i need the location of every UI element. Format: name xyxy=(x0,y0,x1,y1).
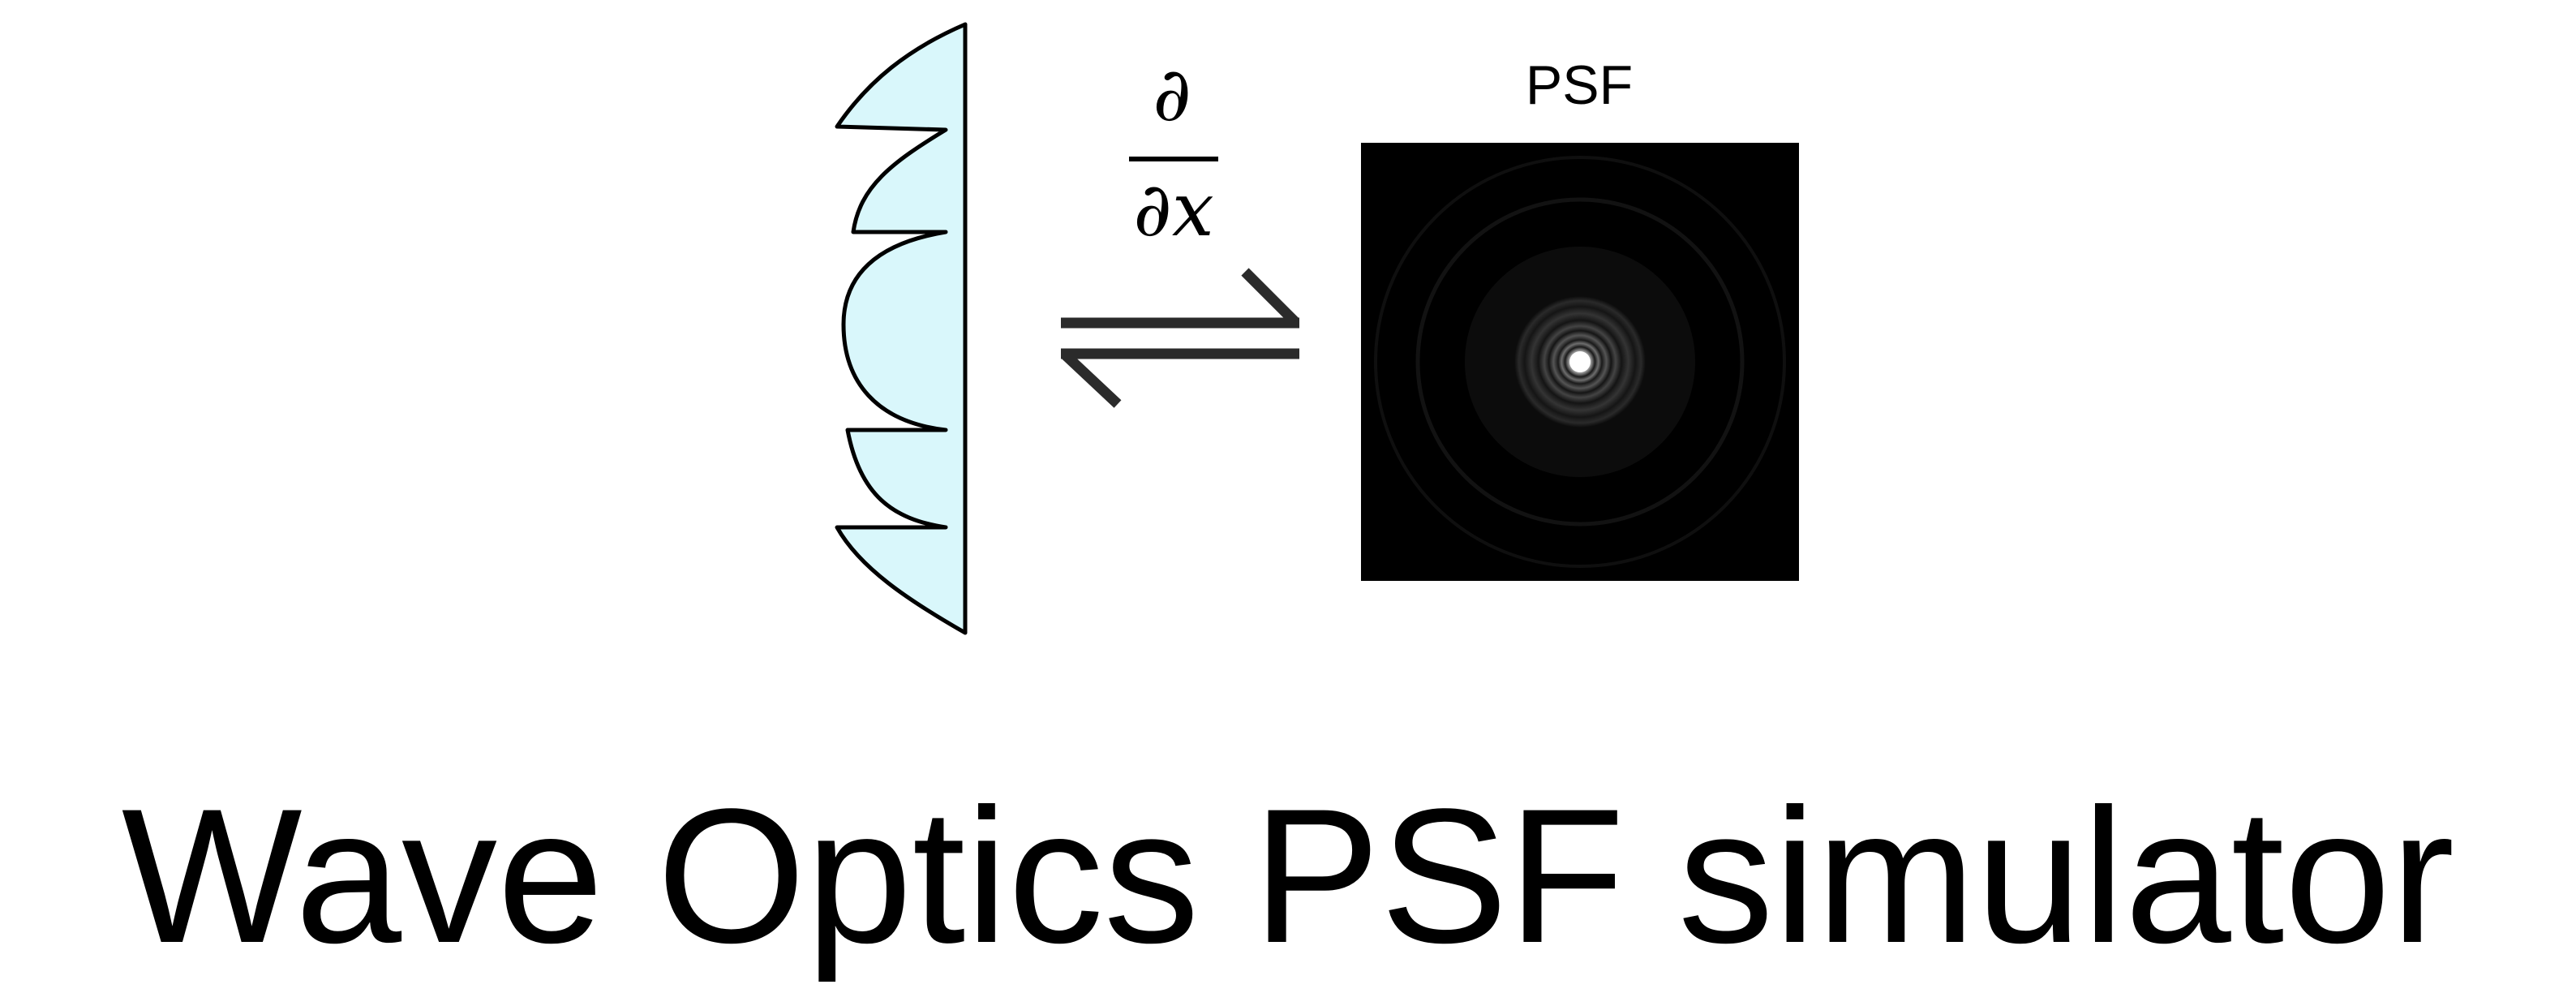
fresnel-lens-icon xyxy=(835,22,968,635)
bidirectional-arrow-icon xyxy=(1061,268,1299,408)
page-title: Wave Optics PSF simulator xyxy=(121,769,2455,983)
partial-derivative-notation: ∂ ∂x xyxy=(1129,51,1218,253)
psf-image xyxy=(1361,143,1799,581)
derivative-numerator: ∂ xyxy=(1153,51,1191,138)
derivative-denominator: ∂x xyxy=(1133,166,1213,253)
psf-label: PSF xyxy=(1526,54,1633,116)
